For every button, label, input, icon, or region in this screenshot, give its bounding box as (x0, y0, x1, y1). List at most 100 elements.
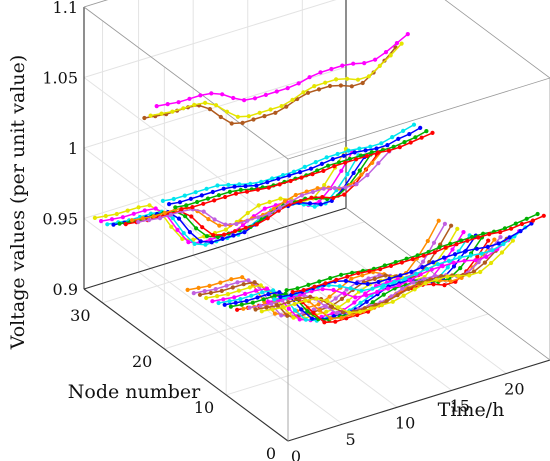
data-point-node-22-t19 (357, 146, 362, 151)
data-point-node-1-t12 (410, 257, 415, 262)
data-point-node-23-t23 (394, 41, 399, 46)
data-point-node-15-t5 (247, 285, 252, 290)
data-point-node-23-t14 (296, 81, 301, 86)
data-point-node-9-t10 (339, 315, 344, 320)
data-point-node-28-t14 (265, 216, 270, 221)
data-point-node-28-t8 (200, 225, 205, 230)
data-point-node-22-t6 (215, 183, 220, 188)
data-point-node-3-t17 (452, 252, 458, 257)
data-point-node-3-t16 (442, 255, 447, 260)
data-point-node-1-t1 (290, 289, 295, 295)
data-point-node-19-t13 (310, 172, 315, 177)
grid-line-back-z (83, 137, 347, 219)
data-point-node-18-t9 (272, 311, 278, 316)
data-point-node-33-t17 (267, 199, 272, 205)
data-point-node-8-t16 (411, 280, 416, 285)
data-point-node-8-t15 (400, 286, 405, 291)
y-tick-label: 0 (266, 444, 276, 461)
data-point-node-28-t19 (320, 195, 325, 200)
data-point-node-4-t9 (359, 288, 364, 293)
data-point-node-16-t2 (208, 290, 213, 295)
data-point-node-26-t10 (234, 221, 239, 227)
data-point-node-27-t16 (293, 192, 298, 198)
data-point-node-27-t23 (370, 160, 375, 165)
data-point-node-17-t14 (333, 296, 338, 301)
data-point-node-2-t3 (306, 282, 311, 287)
x-axis-label: Time/h (438, 399, 505, 421)
data-point-node-14-t24 (461, 230, 466, 235)
data-point-node-4-t14 (414, 271, 419, 276)
box-edge (83, 288, 289, 442)
data-point-node-22-t15 (313, 160, 318, 165)
data-point-node-13-t8 (292, 308, 298, 313)
data-point-node-23-t8 (231, 95, 236, 101)
data-point-node-17-t18 (377, 273, 382, 278)
box-edge (83, 6, 289, 160)
data-point-node-13-t2 (227, 299, 232, 304)
data-point-node-26-t13 (267, 211, 272, 216)
data-point-node-22-t14 (302, 164, 307, 169)
data-point-node-14-t5 (253, 288, 259, 293)
data-point-node-4-t1 (272, 297, 277, 302)
data-point-node-12-t22 (451, 264, 457, 269)
data-point-node-22-t20 (368, 144, 373, 149)
data-point-node-23-t1 (154, 104, 159, 109)
data-point-node-19-t19 (375, 150, 381, 155)
data-point-node-31-t20 (312, 204, 317, 209)
data-point-node-26-t3 (157, 216, 163, 221)
data-point-node-5-t16 (429, 267, 434, 272)
data-point-node-33-t3 (114, 211, 119, 217)
data-point-node-12-t14 (364, 299, 369, 304)
data-point-node-1-t8 (367, 269, 372, 274)
data-point-node-8-t22 (476, 260, 481, 265)
data-point-node-23-t18 (340, 63, 345, 68)
data-point-node-25-t21 (360, 80, 365, 86)
data-point-node-1-t6 (345, 274, 350, 279)
data-point-node-21-t14 (308, 166, 314, 171)
data-point-node-3-t20 (485, 244, 490, 249)
series-layer (92, 31, 546, 325)
data-point-node-16-t24 (449, 223, 454, 228)
data-point-node-15-t4 (236, 288, 241, 293)
data-point-node-29-t23 (357, 168, 362, 173)
data-point-node-6-t23 (499, 250, 505, 255)
data-point-node-29-t1 (117, 221, 122, 226)
data-point-node-13-t6 (271, 288, 276, 293)
data-point-node-5-t20 (473, 258, 478, 263)
data-point-node-19-t21 (397, 145, 402, 150)
data-point-node-17-t12 (311, 307, 316, 312)
data-point-node-19-t9 (266, 185, 271, 190)
data-point-node-6-t7 (325, 298, 330, 303)
data-point-node-20-t1 (173, 205, 178, 210)
data-point-node-27-t1 (129, 218, 135, 223)
data-point-node-13-t1 (216, 300, 221, 306)
data-point-node-11-t2 (239, 302, 244, 307)
data-point-node-4-t21 (490, 248, 495, 253)
data-point-node-22-t8 (237, 182, 242, 187)
data-point-node-20-t4 (205, 196, 211, 201)
data-point-node-24-t11 (257, 110, 262, 115)
data-point-node-16-t18 (383, 273, 388, 278)
data-point-node-32-t23 (339, 168, 344, 173)
data-point-node-21-t2 (177, 200, 183, 205)
data-point-node-3-t13 (409, 269, 414, 274)
data-point-node-26-t7 (201, 209, 206, 214)
data-point-node-19-t18 (364, 153, 370, 159)
data-point-node-2-t4 (317, 279, 322, 284)
data-point-node-33-t13 (223, 227, 228, 232)
data-point-node-22-t23 (401, 128, 406, 133)
data-point-node-24-t23 (388, 53, 393, 58)
data-point-node-19-t4 (212, 198, 217, 203)
data-point-node-6-t24 (510, 238, 515, 243)
data-point-node-3-t7 (343, 278, 348, 283)
data-point-node-23-t17 (329, 66, 334, 72)
data-point-node-33-t16 (256, 203, 261, 208)
data-point-node-5-t9 (353, 295, 358, 300)
data-point-node-18-t14 (327, 294, 332, 299)
data-point-node-21-t7 (232, 184, 237, 189)
data-point-node-32-t16 (262, 206, 267, 211)
data-point-node-19-t2 (190, 205, 195, 210)
data-point-node-15-t2 (215, 294, 220, 299)
data-point-node-19-t6 (233, 191, 239, 196)
data-point-node-28-t12 (243, 225, 248, 230)
